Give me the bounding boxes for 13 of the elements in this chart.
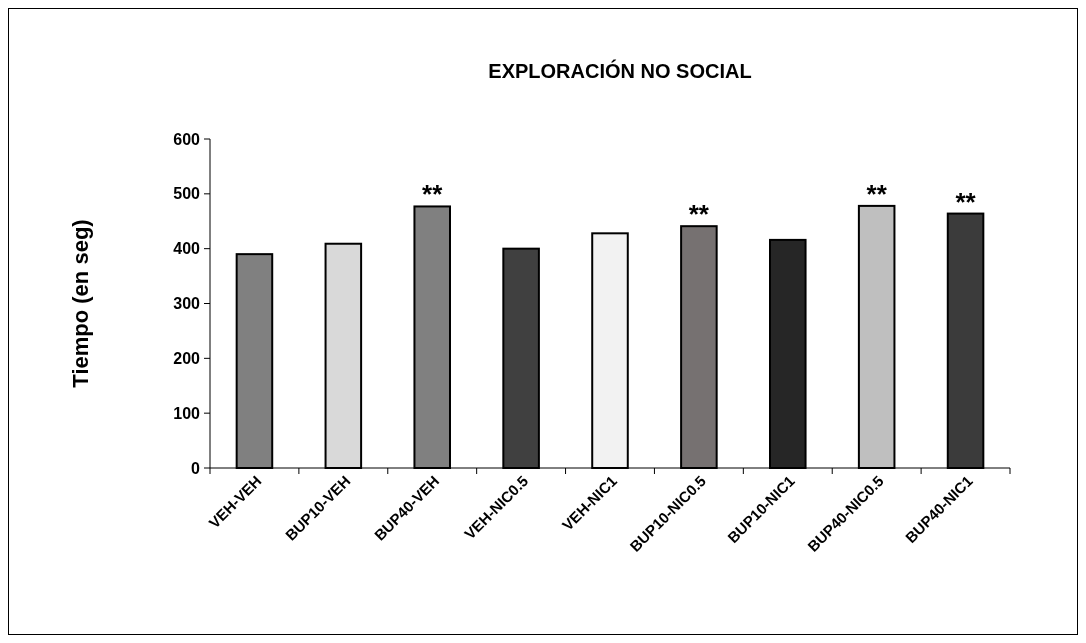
y-tick-label: 600 [173,130,201,148]
y-tick-label: 400 [173,240,201,258]
y-tick-label: 200 [173,349,201,367]
annotation: ** [422,179,444,210]
y-tick-label: 100 [173,404,201,422]
y-tick-label: 500 [173,185,201,203]
annotation: ** [955,186,977,217]
annotation: ** [688,199,710,230]
annotation: ** [866,178,888,209]
chart-title: EXPLORACIÓN NO SOCIAL [488,59,752,82]
y-tick-label: 300 [173,295,201,313]
y-axis-title: Tiempo (en seg) [68,219,93,388]
y-tick-label: 0 [191,459,201,477]
